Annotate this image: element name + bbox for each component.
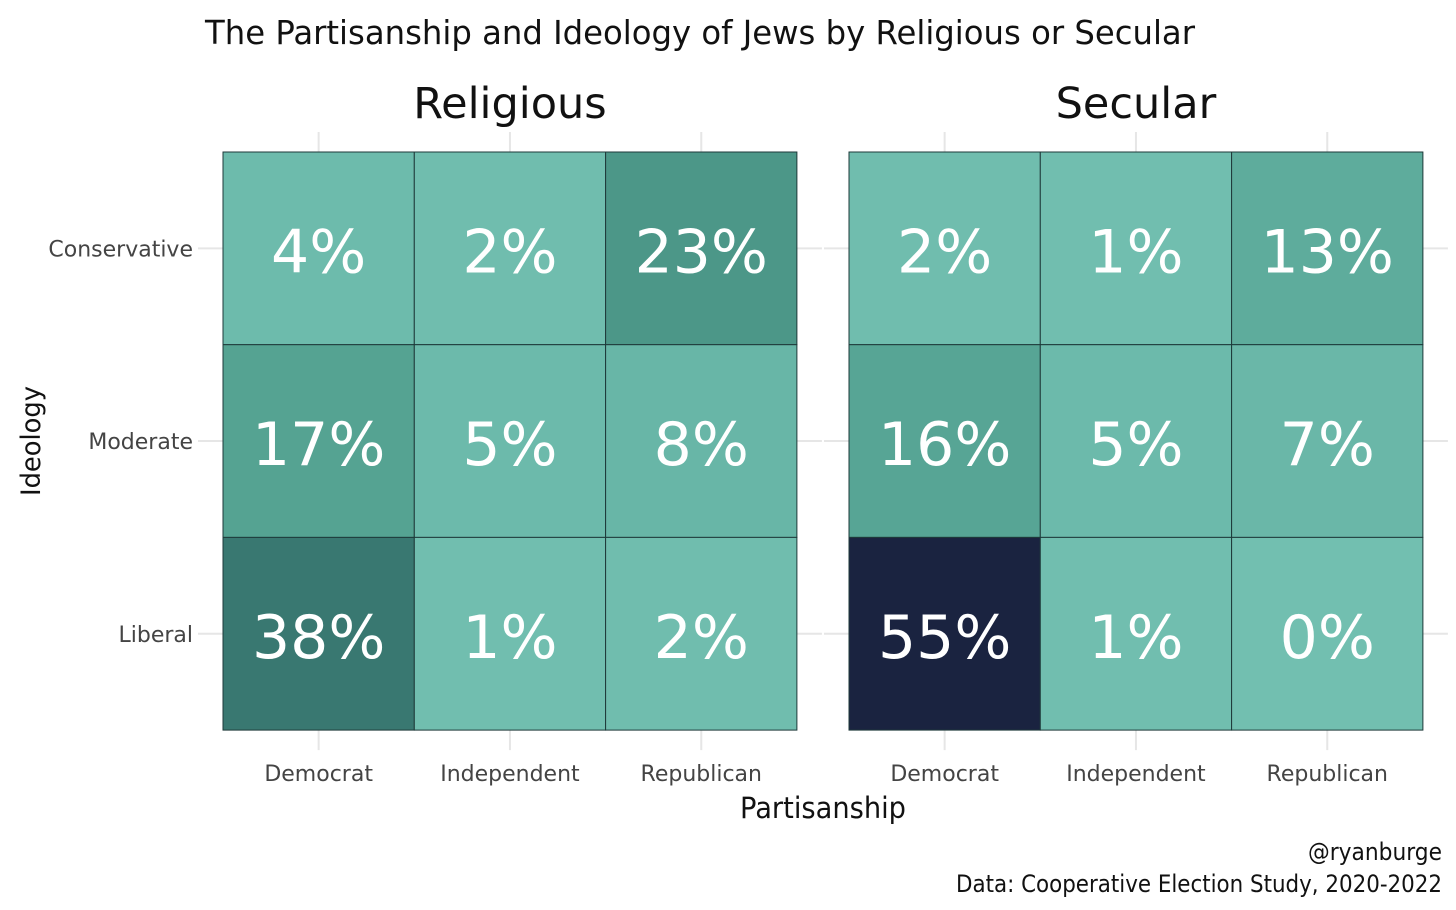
- heatmap-tile-religious-liberal-democrat: [222, 536, 415, 731]
- heatmap-tile-religious-moderate-democrat: [222, 344, 415, 538]
- heatmap-tile-secular-conservative-independent: [1039, 151, 1233, 346]
- heatmap-tile-religious-moderate-independent: [413, 344, 607, 538]
- caption-author: @ryanburge: [1308, 838, 1442, 866]
- data-label-secular-moderate-republican: 7%: [1280, 410, 1375, 480]
- data-label-secular-moderate-democrat: 16%: [878, 410, 1011, 480]
- data-label-religious-moderate-republican: 8%: [654, 410, 749, 480]
- heatmap-tile-secular-liberal-democrat: [848, 536, 1041, 731]
- x-tick-label-secular-democrat: Democrat: [890, 762, 999, 787]
- chart-title: The Partisanship and Ideology of Jews by…: [204, 13, 1195, 52]
- heatmap-tile-religious-conservative-republican: [605, 151, 798, 346]
- y-tick-label-conservative: Conservative: [48, 237, 193, 262]
- y-tick-label-liberal: Liberal: [118, 623, 193, 648]
- heatmap-tile-secular-liberal-independent: [1039, 536, 1233, 731]
- heatmap-tile-secular-moderate-independent: [1039, 344, 1233, 538]
- heatmap-tile-secular-liberal-republican: [1231, 536, 1424, 731]
- x-axis-title: Partisanship: [740, 791, 906, 825]
- data-label-secular-conservative-republican: 13%: [1261, 217, 1394, 287]
- data-label-secular-liberal-democrat: 55%: [878, 603, 1011, 673]
- heatmap-tile-religious-conservative-democrat: [222, 151, 415, 346]
- x-tick-label-religious-republican: Republican: [641, 762, 762, 787]
- x-tick-label-religious-democrat: Democrat: [264, 762, 373, 787]
- data-label-religious-moderate-independent: 5%: [462, 410, 557, 480]
- data-label-secular-moderate-independent: 5%: [1088, 410, 1183, 480]
- heatmap-tile-secular-conservative-republican: [1231, 151, 1424, 346]
- caption-source: Data: Cooperative Election Study, 2020-2…: [956, 870, 1442, 898]
- x-tick-label-secular-republican: Republican: [1267, 762, 1388, 787]
- data-label-religious-conservative-republican: 23%: [635, 217, 768, 287]
- data-label-religious-moderate-democrat: 17%: [252, 410, 385, 480]
- facet-title-religious: Religious: [413, 79, 607, 129]
- facet-title-secular: Secular: [1056, 79, 1217, 129]
- data-label-secular-conservative-democrat: 2%: [897, 217, 992, 287]
- data-label-religious-liberal-democrat: 38%: [252, 603, 385, 673]
- heatmap-tile-secular-moderate-republican: [1231, 344, 1424, 538]
- heatmap-tile-religious-conservative-independent: [413, 151, 607, 346]
- heatmap-tile-religious-liberal-independent: [413, 536, 607, 731]
- heatmap-tile-secular-moderate-democrat: [848, 344, 1041, 538]
- data-label-religious-conservative-democrat: 4%: [271, 217, 366, 287]
- data-label-religious-conservative-independent: 2%: [462, 217, 557, 287]
- y-axis-title: Ideology: [16, 386, 47, 496]
- heatmap-tile-secular-conservative-democrat: [848, 151, 1041, 346]
- data-label-secular-liberal-republican: 0%: [1280, 603, 1375, 673]
- x-tick-label-secular-independent: Independent: [1066, 762, 1206, 787]
- data-label-secular-liberal-independent: 1%: [1088, 603, 1183, 673]
- data-label-religious-liberal-republican: 2%: [654, 603, 749, 673]
- tiles-layer: [222, 151, 1424, 731]
- data-label-religious-liberal-independent: 1%: [462, 603, 557, 673]
- x-tick-label-religious-independent: Independent: [440, 762, 580, 787]
- data-label-secular-conservative-independent: 1%: [1088, 217, 1183, 287]
- heatmap-tile-religious-liberal-republican: [605, 536, 798, 731]
- labels-layer: Religious 4% 2% 23% 17% 5% 8% 38% 1% 2% Democrat In…: [48, 79, 1394, 787]
- y-tick-label-moderate: Moderate: [88, 430, 193, 455]
